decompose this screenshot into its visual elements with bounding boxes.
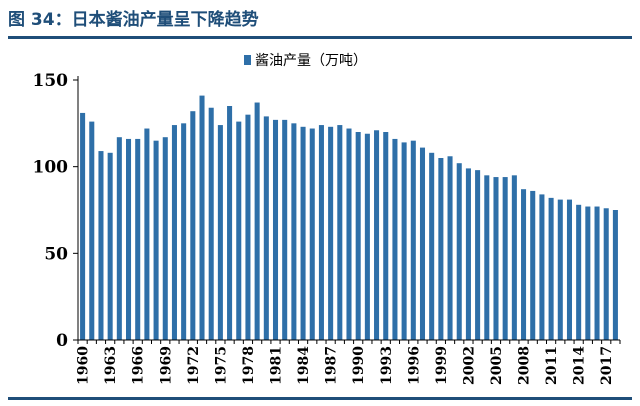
bar-1971: [181, 123, 187, 340]
x-tick-label: 1963: [103, 346, 119, 385]
x-tick-label: 1993: [379, 346, 395, 385]
bar-2008: [521, 189, 527, 340]
bar-2011: [548, 197, 554, 340]
bar-1970: [171, 125, 177, 340]
bar-2001: [456, 163, 462, 340]
x-tick-label: 1999: [434, 346, 450, 385]
bar-1993: [383, 132, 389, 340]
bar-1992: [374, 130, 380, 340]
bar-1963: [107, 152, 113, 340]
x-tick-label: 1969: [158, 346, 174, 385]
bar-1979: [254, 102, 260, 340]
x-tick-label: 1984: [296, 346, 312, 385]
bar-1995: [401, 142, 407, 340]
bar-2010: [539, 194, 545, 340]
bar-1972: [190, 111, 196, 340]
bar-1975: [217, 125, 223, 340]
bar-2016: [594, 206, 600, 340]
bar-2002: [465, 168, 471, 340]
legend: 酱油产量（万吨）: [244, 53, 367, 69]
y-tick-label: 150: [33, 71, 69, 91]
bar-1985: [309, 128, 315, 340]
figure-title: 图 34：日本酱油产量呈下降趋势: [8, 10, 259, 30]
bar-1989: [346, 128, 352, 340]
x-tick-label: 1978: [241, 346, 257, 385]
bar-1960: [80, 112, 86, 341]
x-tick-label: 1960: [76, 346, 92, 385]
bar-1983: [291, 123, 297, 340]
x-tick-label: 1987: [324, 346, 340, 385]
bar-1976: [227, 106, 233, 340]
bottom-rule: [8, 397, 632, 400]
bar-1999: [438, 158, 444, 340]
x-tick-label: 1966: [131, 346, 147, 385]
x-tick-label: 1996: [406, 346, 422, 385]
bar-1974: [208, 107, 214, 340]
bar-1991: [364, 133, 370, 340]
bar-2006: [502, 177, 508, 340]
bar-1966: [135, 138, 141, 340]
bar-1978: [245, 114, 251, 340]
bar-2013: [566, 199, 572, 340]
y-tick-label: 50: [44, 244, 68, 264]
x-tick-label: 1990: [351, 346, 367, 385]
x-tick-label: 2017: [599, 346, 615, 385]
bar-1980: [263, 116, 269, 341]
bars: [80, 95, 618, 341]
bar-1996: [410, 140, 416, 340]
bar-1984: [300, 126, 306, 340]
y-tick-label: 0: [56, 331, 68, 351]
bar-1988: [337, 125, 343, 340]
bar-2009: [530, 190, 536, 340]
y-tick-label: 100: [33, 158, 69, 178]
x-tick-label: 1975: [213, 346, 229, 385]
legend-swatch: [244, 55, 251, 65]
bar-1994: [392, 138, 398, 340]
title-rule: [8, 36, 632, 39]
bar-1998: [429, 152, 435, 340]
bar-2004: [484, 175, 490, 340]
bar-1982: [282, 119, 288, 341]
bar-1962: [98, 151, 104, 340]
bar-1981: [272, 119, 279, 341]
bar-2003: [475, 170, 481, 340]
bar-2017: [603, 208, 609, 340]
bar-1987: [328, 126, 334, 340]
bar-1977: [236, 121, 242, 340]
bar-1965: [126, 138, 132, 340]
x-tick-label: 2011: [544, 346, 560, 385]
bar-2014: [576, 204, 582, 340]
bar-2007: [511, 175, 517, 340]
bar-1969: [162, 137, 168, 340]
x-tick-label: 2002: [461, 346, 477, 385]
axes: [77, 76, 620, 341]
x-tick-label: 1972: [186, 346, 202, 385]
legend-label: 酱油产量（万吨）: [255, 53, 367, 69]
bar-1961: [89, 121, 95, 340]
x-tick-label: 2005: [489, 346, 505, 385]
bar-2005: [493, 177, 499, 340]
x-tick-label: 2008: [517, 346, 533, 385]
bar-1968: [153, 140, 159, 340]
x-tick-label: 1981: [269, 346, 285, 385]
bar-2018: [612, 210, 618, 340]
bar-1990: [355, 132, 361, 340]
bar-2000: [447, 156, 453, 340]
bar-1997: [419, 147, 426, 340]
bar-1986: [318, 125, 324, 340]
x-tick-label: 2014: [572, 346, 588, 385]
bar-1973: [199, 95, 205, 340]
x-axis-ticks: 1960 1963 1966 1969 1972 1975 1978 1981 1984 1987…: [76, 340, 621, 385]
bar-2012: [557, 199, 563, 340]
bar-1967: [144, 128, 150, 340]
bar-1964: [116, 137, 122, 340]
y-axis-ticks: 0 50 100 150: [33, 71, 78, 351]
bar-2015: [585, 206, 591, 340]
